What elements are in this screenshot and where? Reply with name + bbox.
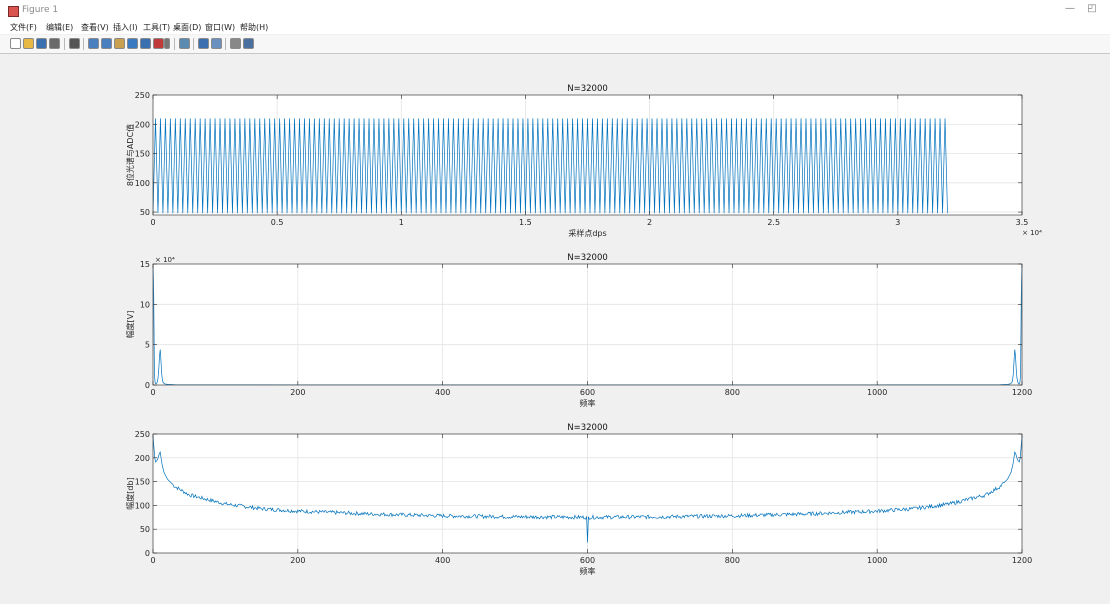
window-titlebar: Figure 1 — ◰ <box>0 0 1110 20</box>
x-tick-label: 0 <box>150 218 155 227</box>
x-tick-label: 400 <box>435 556 450 565</box>
rotate-3d-icon[interactable] <box>127 38 138 49</box>
x-exponent-label: × 10⁴ <box>1022 229 1042 237</box>
menu-help[interactable]: 帮助(H) <box>240 23 269 32</box>
x-tick-label: 800 <box>725 556 740 565</box>
series-line <box>153 436 1022 543</box>
y-tick-label: 10 <box>140 300 150 309</box>
x-tick-label: 200 <box>290 388 305 397</box>
x-tick-label: 1000 <box>867 556 887 565</box>
y-tick-label: 50 <box>140 525 150 534</box>
chart-title: N=32000 <box>567 84 608 94</box>
pan-icon[interactable] <box>114 38 125 49</box>
x-tick-label: 1200 <box>1012 556 1032 565</box>
y-tick-label: 200 <box>135 120 150 129</box>
x-tick-label: 2 <box>647 218 652 227</box>
menu-window[interactable]: 窗口(W) <box>205 23 236 32</box>
y-tick-label: 100 <box>135 179 150 188</box>
chart-3: 0 200 400 600 800 1000 1200 0 50 100 150 200 250 N=32… <box>125 423 1032 576</box>
y-tick-label: 15 <box>140 260 150 269</box>
hide-plot-tools-icon[interactable] <box>230 38 241 49</box>
matlab-figure-icon <box>8 6 19 17</box>
x-tick-label: 400 <box>435 388 450 397</box>
toolbar-separator <box>174 38 175 50</box>
x-tick-label: 1000 <box>867 388 887 397</box>
y-axis-label: 幅度[db] <box>125 477 135 509</box>
save-icon[interactable] <box>36 38 47 49</box>
y-tick-label: 150 <box>135 150 150 159</box>
chart-title: N=32000 <box>567 423 608 433</box>
x-tick-label: 0 <box>150 388 155 397</box>
x-tick-label: 1.5 <box>519 218 532 227</box>
y-tick-label: 0 <box>145 549 150 558</box>
y-tick-label: 100 <box>135 501 150 510</box>
toolbar-separator <box>225 38 226 50</box>
minimize-icon[interactable]: — <box>1065 3 1075 14</box>
brush-dropdown-icon[interactable] <box>164 38 170 49</box>
chart-title: N=32000 <box>567 253 608 263</box>
y-axis-label: 8位光谱与ADC值 <box>125 124 135 186</box>
open-file-icon[interactable] <box>23 38 34 49</box>
series-line <box>153 118 948 214</box>
x-tick-label: 3.5 <box>1016 218 1029 227</box>
figure-toolbar <box>0 35 1110 54</box>
x-tick-label: 1 <box>399 218 404 227</box>
x-tick-label: 800 <box>725 388 740 397</box>
y-axis-label: 幅度[V] <box>125 311 135 339</box>
window-title: Figure 1 <box>22 5 59 15</box>
figure-plots: 0 0.5 1 1.5 2 2.5 3 3.550100150200250N=32000采样点… <box>125 84 1042 576</box>
x-tick-label: 200 <box>290 556 305 565</box>
y-tick-label: 50 <box>140 208 150 217</box>
x-axis-label: 频率 <box>580 566 596 576</box>
y-tick-label: 150 <box>135 478 150 487</box>
menu-view[interactable]: 查看(V) <box>81 23 109 32</box>
y-exponent-label: × 10⁴ <box>155 256 175 264</box>
x-tick-label: 2.5 <box>767 218 780 227</box>
toolbar-separator <box>83 38 84 50</box>
y-tick-label: 250 <box>135 430 150 439</box>
menu-edit[interactable]: 编辑(E) <box>46 23 74 32</box>
brush-icon[interactable] <box>153 38 164 49</box>
x-tick-label: 600 <box>580 388 595 397</box>
menu-file[interactable]: 文件(F) <box>10 23 37 32</box>
x-tick-label: 600 <box>580 556 595 565</box>
legend-icon[interactable] <box>211 38 222 49</box>
zoom-out-icon[interactable] <box>101 38 112 49</box>
x-tick-label: 0.5 <box>271 218 284 227</box>
axes-frame <box>152 94 1023 216</box>
y-tick-label: 200 <box>135 454 150 463</box>
x-axis-label: 频率 <box>580 398 596 408</box>
print-icon[interactable] <box>49 38 60 49</box>
menu-bar: 文件(F) 编辑(E) 查看(V) 插入(I) 工具(T) 桌面(D) 窗口(W… <box>0 20 1110 34</box>
show-plot-tools-icon[interactable] <box>243 38 254 49</box>
colorbar-icon[interactable] <box>198 38 209 49</box>
select-arrow-icon[interactable] <box>69 38 80 49</box>
y-tick-label: 5 <box>145 341 150 350</box>
figure-canvas: 0 0.5 1 1.5 2 2.5 3 3.5 50 100 150 200 250 N=32000 采样点… <box>0 54 1110 600</box>
toolbar-separator <box>64 38 65 50</box>
menu-insert[interactable]: 插入(I) <box>113 23 138 32</box>
y-tick-label: 0 <box>145 381 150 390</box>
link-plot-icon[interactable] <box>179 38 190 49</box>
x-axis-label: 采样点dps <box>568 228 606 238</box>
menu-tools[interactable]: 工具(T) <box>143 23 171 32</box>
chart-1: 0 0.5 1 1.5 2 2.5 3 3.5 50 100 150 200 250 N=32000 采样点… <box>125 84 1042 238</box>
y-tick-label: 250 <box>135 91 150 100</box>
x-tick-label: 3 <box>895 218 900 227</box>
x-tick-label: 1200 <box>1012 388 1032 397</box>
toolbar-separator <box>193 38 194 50</box>
restore-icon[interactable]: ◰ <box>1087 3 1097 14</box>
x-tick-label: 0 <box>150 556 155 565</box>
new-figure-icon[interactable] <box>10 38 21 49</box>
chart-2: 0 200 400 600 800 1000 1200 0 5 10 15 N=32000 频率 幅度[V… <box>125 253 1032 408</box>
zoom-in-icon[interactable] <box>88 38 99 49</box>
menu-desktop[interactable]: 桌面(D) <box>173 23 202 32</box>
data-cursor-icon[interactable] <box>140 38 151 49</box>
